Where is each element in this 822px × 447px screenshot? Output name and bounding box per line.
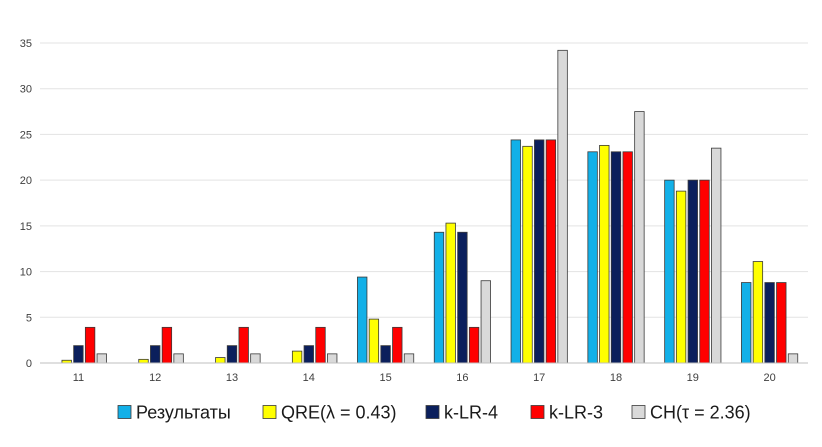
- legend-swatch: [631, 405, 646, 419]
- x-tick-label: 13: [226, 372, 238, 384]
- bar: [545, 139, 557, 364]
- legend: Результаты QRE(λ = 0.43) k-LR-4 k-LR-3 CH(τ …: [117, 403, 751, 423]
- y-tick-label: 20: [20, 175, 32, 187]
- bar: [787, 353, 799, 364]
- bar: [557, 49, 568, 364]
- bar: [741, 282, 752, 364]
- bar: [303, 345, 314, 364]
- legend-label: Результаты: [136, 403, 231, 423]
- bar: [752, 261, 764, 364]
- bar: [357, 276, 368, 364]
- legend-label: QRE(λ = 0.43): [281, 403, 397, 423]
- bar: [161, 326, 173, 364]
- legend-swatch: [530, 405, 545, 419]
- y-tick-label: 5: [26, 312, 32, 324]
- legend-label: CH(τ = 2.36): [650, 403, 751, 423]
- bar: [392, 326, 403, 364]
- y-tick-label: 35: [20, 38, 32, 50]
- bars: [61, 49, 799, 364]
- bar: [96, 353, 107, 364]
- bar: [711, 147, 722, 364]
- bar: [776, 282, 787, 364]
- bar: [226, 345, 238, 364]
- legend-label: k-LR-4: [444, 403, 498, 423]
- bar: [480, 280, 491, 364]
- y-axis-tick-labels: 0 5 10 15 20 25 30 35: [20, 38, 32, 370]
- bar: [634, 111, 645, 364]
- bar: [534, 139, 545, 364]
- x-tick-label: 11: [73, 372, 84, 384]
- x-tick-label: 20: [763, 372, 775, 384]
- bar: [687, 179, 698, 364]
- bar: [327, 353, 338, 364]
- y-tick-label: 10: [20, 267, 32, 279]
- bar: [468, 326, 480, 364]
- legend-swatch: [425, 405, 440, 419]
- x-tick-label: 15: [379, 372, 391, 384]
- x-axis-tick-labels: 11 12 13 14 15 16 17 18 19 20: [73, 372, 776, 384]
- y-tick-label: 15: [20, 221, 32, 233]
- bar: [664, 179, 675, 364]
- bar: [403, 353, 415, 364]
- bar: [510, 139, 521, 364]
- bar: [291, 350, 303, 364]
- x-tick-label: 19: [687, 372, 699, 384]
- bar: [457, 231, 468, 364]
- y-tick-label: 30: [20, 84, 32, 96]
- x-tick-label: 18: [610, 372, 622, 384]
- bar: [587, 151, 598, 364]
- bar: [73, 345, 84, 364]
- bar: [215, 357, 226, 364]
- bar: [138, 358, 149, 364]
- legend-label: k-LR-3: [549, 403, 603, 423]
- y-tick-label: 0: [26, 358, 32, 370]
- bar: [315, 326, 326, 364]
- x-tick-label: 12: [149, 372, 161, 384]
- grid-lines: [40, 42, 808, 318]
- bar: [699, 179, 710, 364]
- legend-swatch: [262, 405, 277, 419]
- bar: [150, 345, 161, 364]
- bar: [433, 231, 445, 364]
- bar: [764, 282, 775, 364]
- bar: [368, 318, 380, 364]
- x-tick-label: 17: [533, 372, 545, 384]
- legend-swatch: [117, 405, 132, 419]
- x-tick-label: 14: [303, 372, 315, 384]
- bar: [522, 145, 533, 364]
- y-tick-label: 25: [20, 129, 32, 141]
- bar: [675, 190, 687, 364]
- bar: [610, 151, 622, 364]
- bar: [238, 326, 249, 364]
- bar: [380, 345, 391, 364]
- bar: [84, 326, 96, 364]
- bar: [250, 353, 261, 364]
- x-tick-label: 16: [456, 372, 468, 384]
- bar: [622, 151, 633, 364]
- bar: [599, 144, 610, 364]
- bar: [445, 222, 456, 364]
- bar: [173, 353, 184, 364]
